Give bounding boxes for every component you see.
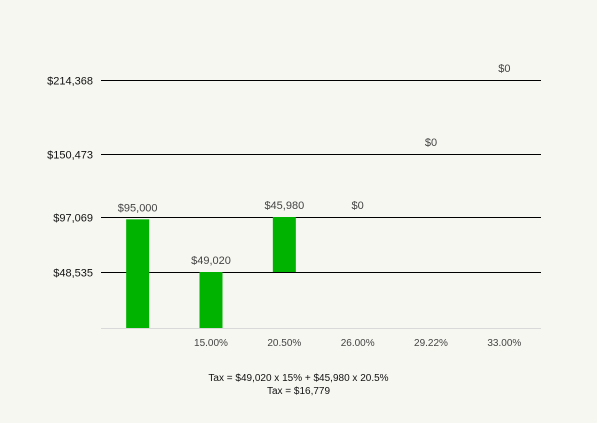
y-tick-label: $214,368 <box>47 76 93 88</box>
x-tick-label: 15.00% <box>194 338 228 349</box>
data-label: $95,000 <box>118 202 158 214</box>
y-tick-label: $97,069 <box>53 213 93 225</box>
tax-formula: Tax = $49,020 x 15% + $45,980 x 20.5% Ta… <box>0 372 597 398</box>
data-label: $49,020 <box>191 255 231 267</box>
data-label: $0 <box>352 200 364 212</box>
bar <box>199 272 223 328</box>
data-label: $0 <box>498 63 510 75</box>
data-label: $0 <box>425 137 437 149</box>
bar <box>126 219 150 328</box>
data-label: $45,980 <box>264 200 304 212</box>
x-tick-label: 20.50% <box>267 338 301 349</box>
y-tick-label: $48,535 <box>53 268 93 280</box>
bar <box>272 217 296 272</box>
tax-formula-line: Tax = $49,020 x 15% + $45,980 x 20.5% <box>208 373 389 384</box>
tax-total-line: Tax = $16,779 <box>266 386 331 397</box>
x-tick-label: 33.00% <box>487 338 521 349</box>
y-tick-label: $150,473 <box>47 150 93 162</box>
x-tick-label: 29.22% <box>414 338 448 349</box>
x-tick-label: 26.00% <box>341 338 375 349</box>
